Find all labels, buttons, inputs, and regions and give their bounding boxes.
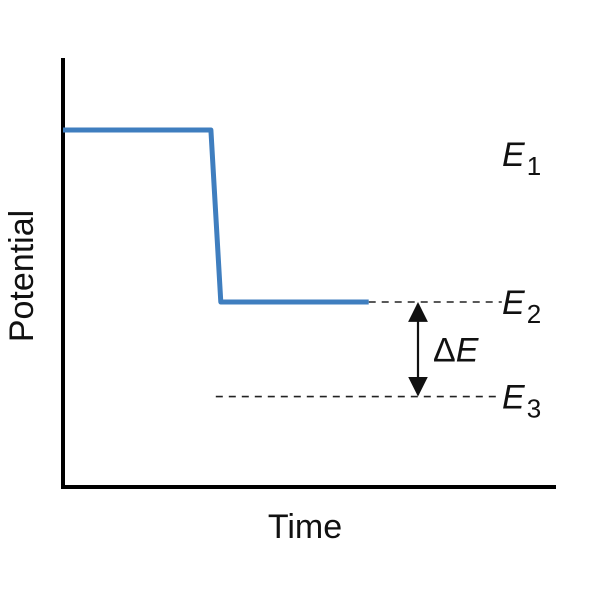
y-axis-title: Potential <box>3 210 41 342</box>
delta-e-label: ΔE <box>433 331 479 369</box>
delta-symbol: Δ <box>433 331 456 369</box>
x-axis-title: Time <box>268 508 342 546</box>
level-subscript: 3 <box>527 394 541 424</box>
level-subscript: 1 <box>527 151 541 181</box>
level-letter: E <box>502 379 525 417</box>
level-letter: E <box>502 136 525 174</box>
level-letter: E <box>502 284 525 322</box>
series-layer <box>63 127 369 305</box>
level-subscript: 2 <box>527 299 541 329</box>
level-label-e1: E1 <box>502 136 541 181</box>
level-label-e2: E2 <box>502 284 541 329</box>
level-lines <box>215 301 502 398</box>
potential-series-line <box>63 127 369 305</box>
delta-letter: E <box>456 331 479 369</box>
level-label-e3: E3 <box>502 379 541 424</box>
